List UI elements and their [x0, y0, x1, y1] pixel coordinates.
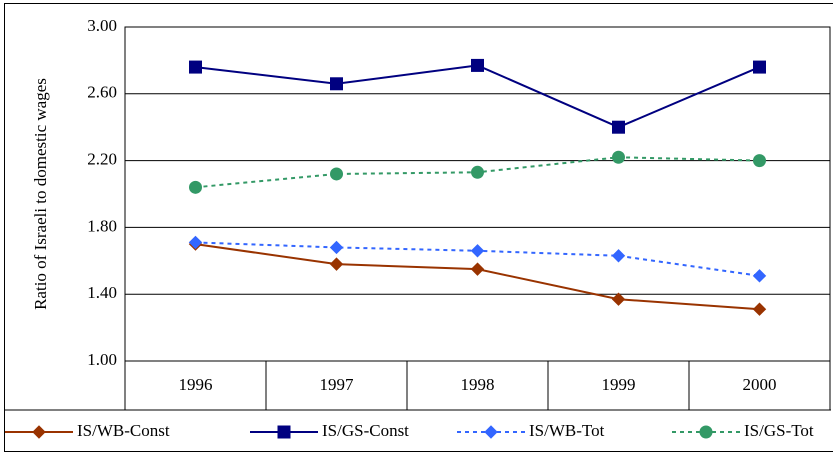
marker — [613, 151, 625, 163]
marker — [754, 155, 766, 167]
legend-label: IS/GS-Tot — [744, 421, 814, 440]
y-tick-label: 3.00 — [87, 16, 117, 35]
legend-label: IS/WB-Const — [77, 421, 170, 440]
y-axis-title: Ratio of Israeli to domestic wages — [31, 78, 50, 310]
y-tick-label: 1.40 — [87, 283, 117, 302]
marker — [190, 181, 202, 193]
x-tick-label: 1996 — [179, 375, 213, 394]
x-tick-label: 1997 — [320, 375, 355, 394]
marker — [472, 166, 484, 178]
legend-label: IS/WB-Tot — [529, 421, 605, 440]
legend-label: IS/GS-Const — [322, 421, 409, 440]
y-tick-label: 1.80 — [87, 216, 117, 235]
marker — [613, 121, 625, 133]
marker — [472, 59, 484, 71]
y-tick-label: 2.20 — [87, 150, 117, 169]
marker — [754, 61, 766, 73]
x-tick-label: 2000 — [743, 375, 777, 394]
marker — [190, 61, 202, 73]
legend-marker — [700, 426, 712, 438]
y-tick-label: 1.00 — [87, 350, 117, 369]
legend-marker — [278, 426, 290, 438]
x-tick-label: 1999 — [602, 375, 636, 394]
marker — [331, 168, 343, 180]
y-tick-label: 2.60 — [87, 83, 117, 102]
marker — [331, 78, 343, 90]
x-tick-label: 1998 — [461, 375, 495, 394]
